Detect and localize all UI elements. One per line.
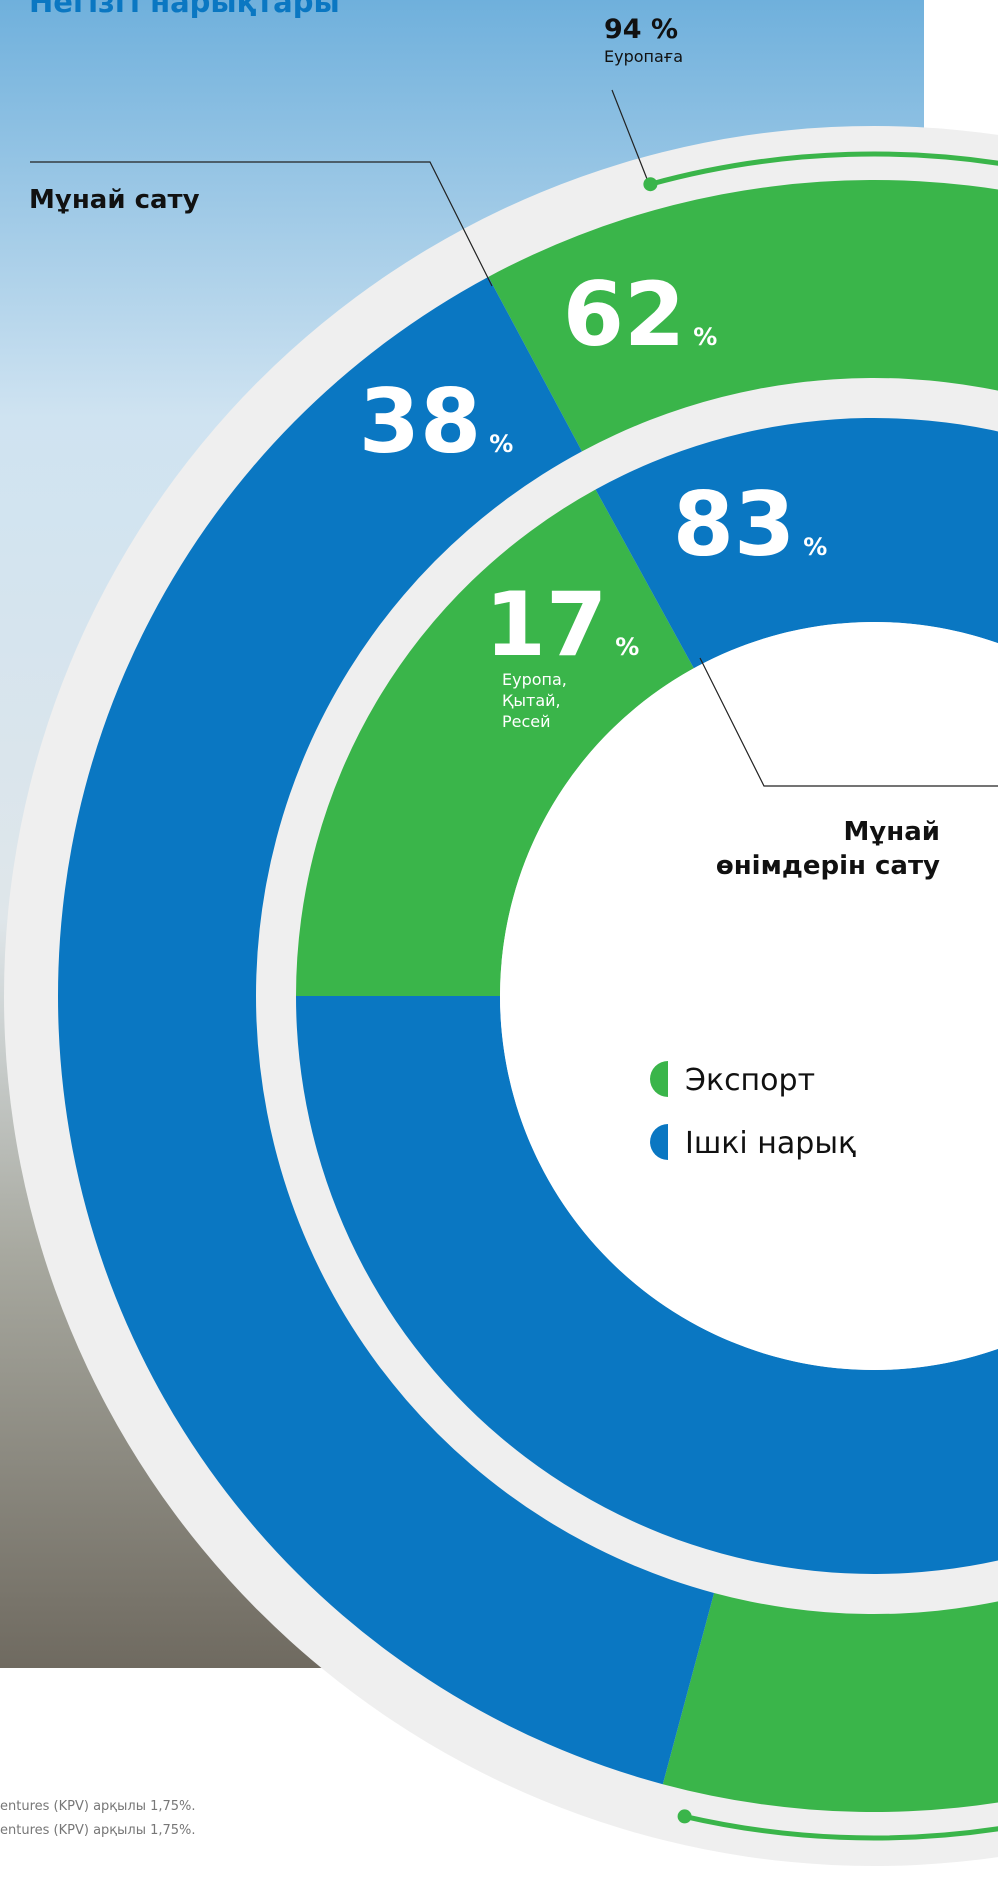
- donut-slice: [488, 180, 998, 1813]
- value-label: 17: [485, 573, 607, 676]
- slice-note: Қытай,: [502, 691, 561, 710]
- footnote: entures (KPV) арқылы 1,75%.: [0, 1823, 196, 1838]
- ring-title: Мұнай: [843, 817, 940, 847]
- value-unit: %: [489, 430, 513, 458]
- accent-dot: [643, 177, 658, 192]
- accent-dot: [677, 1809, 692, 1824]
- ring-title: өнімдерін сату: [716, 851, 940, 881]
- value-unit: %: [615, 633, 639, 661]
- accent-arc: [684, 1813, 998, 1841]
- ring-leader: [30, 161, 493, 287]
- value-unit: %: [803, 533, 827, 561]
- donut-rings: [57, 180, 998, 1813]
- slice-note: Еуропа,: [502, 670, 567, 689]
- value-label: 38: [359, 370, 481, 473]
- ring-leader: [699, 657, 998, 787]
- accent-arc: [649, 151, 998, 187]
- legend-swatch: [650, 1061, 668, 1097]
- value-label: 62: [563, 263, 685, 366]
- legend-label: Экспорт: [685, 1063, 815, 1098]
- value-label: 83: [673, 473, 795, 576]
- legend-label: Ішкі нарық: [685, 1126, 856, 1161]
- legend-swatch: [650, 1124, 668, 1160]
- donut-slice: [57, 276, 715, 1785]
- slice-note: Ресей: [502, 712, 551, 731]
- annotation-text: Еуропаға: [604, 47, 683, 66]
- annotation-leader: [611, 89, 650, 185]
- footnote: entures (KPV) арқылы 1,75%.: [0, 1799, 196, 1814]
- annotation-label: 94 %: [604, 14, 678, 45]
- ring-title: Мұнай сату: [29, 185, 200, 215]
- donut-slice: [296, 489, 694, 996]
- donut-hole: [500, 622, 998, 1370]
- value-unit: %: [693, 323, 717, 351]
- chart-title: Негізгі нарықтары: [29, 0, 340, 19]
- donut-slice: [296, 418, 998, 1574]
